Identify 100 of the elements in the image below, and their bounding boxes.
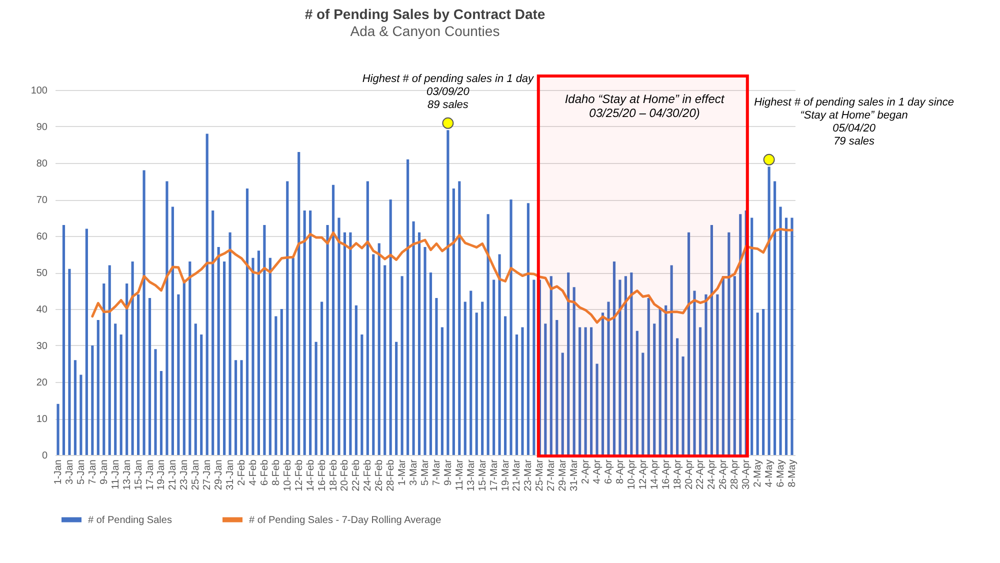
bar [343,232,346,455]
x-tick-label: 25-Mar [534,458,546,492]
bar [412,221,415,455]
y-tick-label: 40 [36,304,48,316]
x-tick-label: 2-May [752,460,764,488]
bar [384,265,386,455]
bar [510,200,512,455]
x-tick-label: 18-Apr [672,458,684,490]
bar [458,181,461,455]
bar [642,352,644,455]
bar [240,360,243,455]
bar [647,298,650,455]
bar [429,272,432,455]
bar [234,360,238,455]
bar [400,276,404,455]
x-tick-label: 29-Jan [214,460,225,490]
bar [498,254,501,455]
bar [372,254,375,455]
band-label: Idaho “Stay at Home” in effect 03/25/20 – 04/30/20) [564,92,725,120]
bar [515,334,518,455]
bar [303,210,306,455]
x-tick-label: 9-Mar [442,458,454,486]
bar [154,349,157,455]
chart-subtitle: Ada & Canyon Counties [350,23,500,40]
x-tick-label: 9-Jan [98,460,110,485]
bar [784,218,788,455]
y-tick-label: 30 [36,341,48,352]
x-tick-label: 15-Mar [477,458,488,492]
y-tick-label: 90 [36,122,48,133]
bar [120,334,122,455]
bar [435,298,438,455]
x-tick-label: 15-Jan [133,460,144,490]
x-tick-label: 2-Apr [580,458,592,484]
x-tick-label: 4-Apr [592,458,604,484]
bar [532,280,536,455]
bar [389,200,392,455]
bar [664,305,668,455]
bar [177,294,180,455]
bar [693,290,696,455]
bar [326,225,329,455]
bar [486,214,490,455]
bar [446,130,450,455]
bar [96,320,100,455]
bar [682,356,684,455]
bar [504,316,507,455]
x-tick-label: 18-Feb [328,459,340,492]
bar [126,283,128,455]
x-tick-label: 10-Apr [626,458,638,490]
bar [223,262,226,455]
bar [91,346,94,455]
x-tick-label: 14-Apr [649,458,660,490]
y-tick-label: 100 [30,86,48,96]
bar [102,283,106,455]
annotation: Highest # of pending sales in 1 day 03/09/20 89 sales [362,73,536,112]
x-tick-label: 7-Jan [87,460,98,485]
bar [160,371,163,455]
bar [228,232,232,455]
bar [200,334,203,455]
x-tick-label: 5-Mar [420,458,431,486]
x-tick-label: 2-Feb [236,459,248,486]
bar [550,276,552,455]
bar [481,302,484,455]
bar [756,312,759,455]
x-tick-label: 6-Feb [259,459,270,486]
bar [378,243,380,455]
x-tick-label: 19-Mar [500,458,512,492]
bar [739,214,742,455]
x-tick-label: 16-Feb [316,459,328,492]
bar [114,324,117,455]
bar [298,152,300,455]
x-tick-label: 11-Jan [110,460,122,490]
bar [80,374,82,455]
x-tick-label: 26-Apr [718,458,730,490]
x-tick-label: 4-Feb [248,459,259,486]
bar [744,210,748,455]
x-tick-label: 24-Feb [362,459,374,492]
bar [395,342,398,455]
x-tick-label: 20-Feb [340,459,351,492]
x-tick-label: 1-Jan [53,460,64,485]
bar [206,134,208,455]
bar [452,188,455,455]
bar [56,404,60,455]
y-tick-label: 70 [36,195,48,206]
bar [137,294,140,455]
x-tick-label: 8-May [786,460,798,488]
x-tick-label: 1-Mar [397,458,408,486]
bar [286,181,289,455]
x-tick-label: 3-Mar [408,458,420,486]
bar [212,210,214,455]
bar [148,298,152,455]
y-tick-label: 10 [36,414,48,425]
bar [612,262,616,455]
bar [556,320,558,455]
bar [171,206,174,455]
bar [584,327,587,455]
x-tick-label: 27-Jan [202,460,214,490]
bar [636,330,638,455]
legend-label: # of Pending Sales - 7-Day Rolling Average [249,514,442,526]
bar [268,258,272,455]
y-tick-label: 0 [42,450,48,462]
